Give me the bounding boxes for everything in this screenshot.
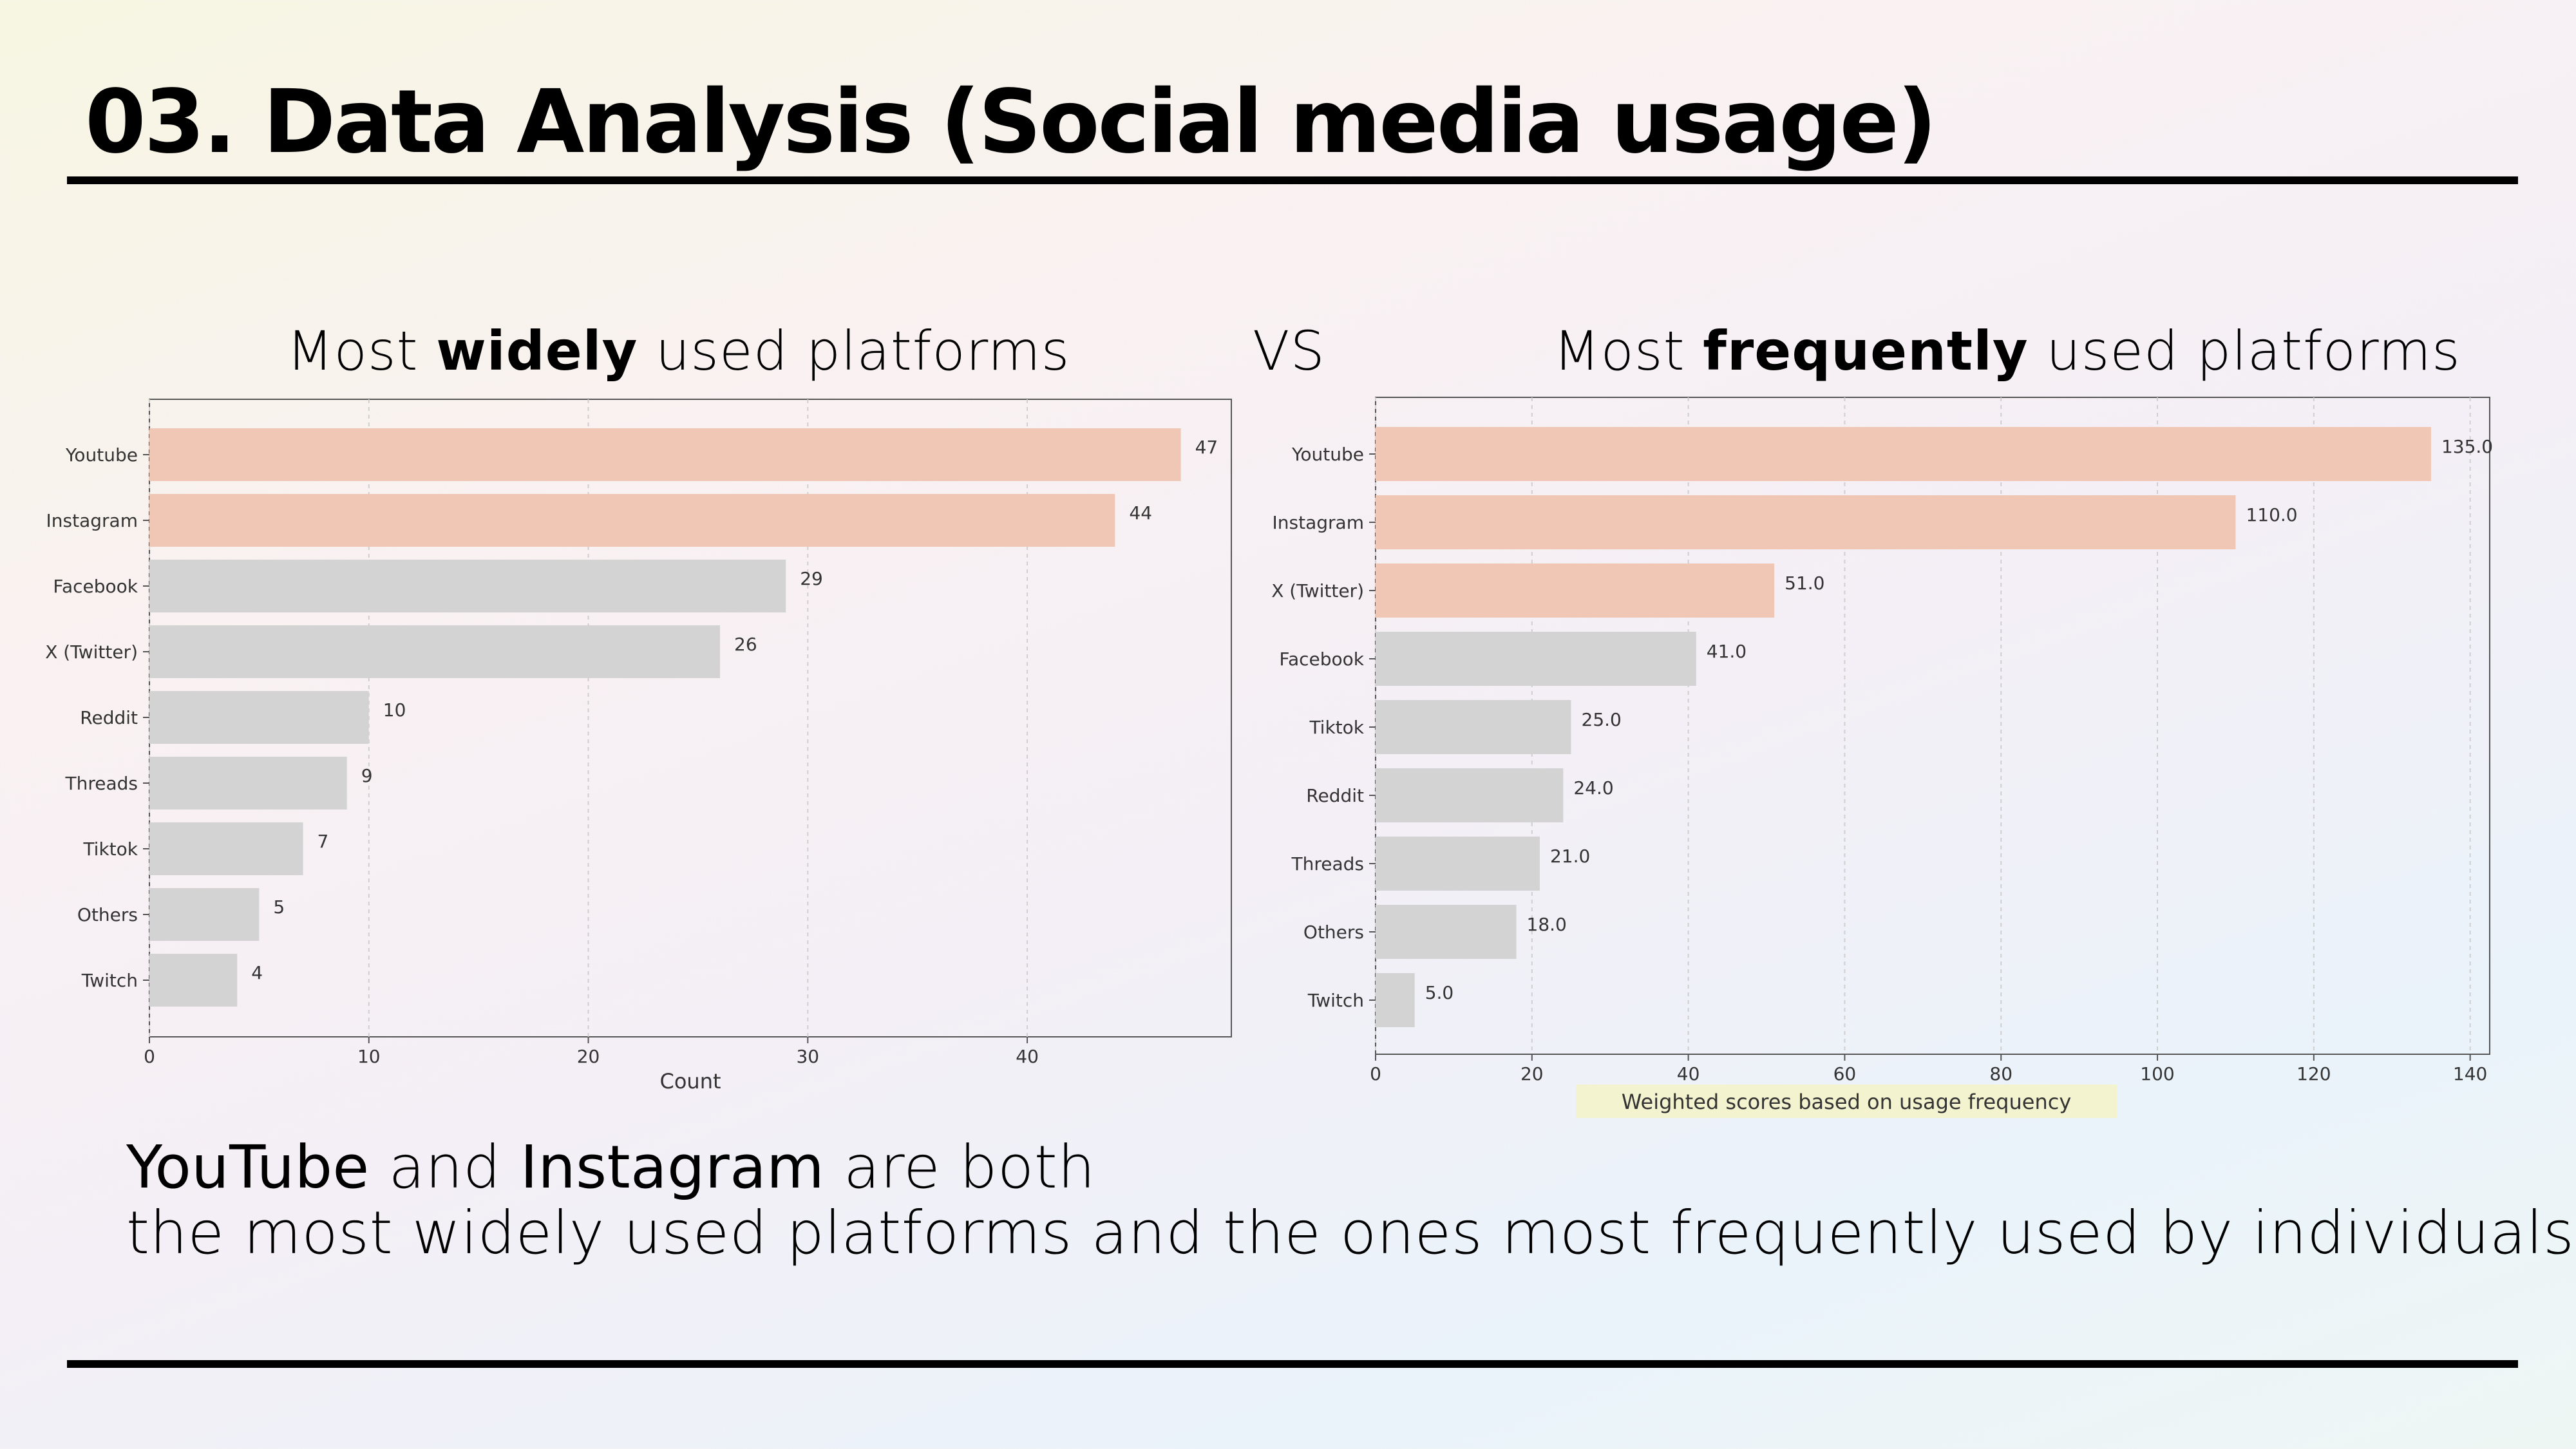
right-category-label: Reddit xyxy=(1306,785,1364,806)
left-value-label: 10 xyxy=(383,699,406,721)
left-value-label: 4 xyxy=(251,962,263,983)
left-bar xyxy=(149,888,260,941)
right-bar xyxy=(1376,700,1571,754)
summary-text: YouTube and Instagram are both the most … xyxy=(126,1135,2576,1266)
right-bar xyxy=(1376,905,1517,959)
summary-and: and xyxy=(369,1133,520,1202)
summary-youtube: YouTube xyxy=(126,1133,370,1202)
left-bar xyxy=(149,691,369,744)
left-heading-emphasis: widely xyxy=(436,319,638,383)
left-bar xyxy=(149,757,347,810)
right-category-label: Others xyxy=(1303,922,1364,943)
left-category-label: Youtube xyxy=(65,444,138,466)
summary-line-2: the most widely used platforms and the o… xyxy=(126,1198,2576,1267)
right-heading-emphasis: frequently xyxy=(1703,319,2029,383)
left-value-label: 29 xyxy=(800,568,823,589)
left-bar xyxy=(149,954,238,1007)
left-x-axis-label: Count xyxy=(659,1069,721,1094)
right-bar xyxy=(1376,495,2236,549)
right-bar xyxy=(1376,973,1415,1027)
right-category-label: Twitch xyxy=(1307,990,1364,1011)
left-chart-heading: Most widely used platforms xyxy=(287,316,1070,386)
summary-instagram: Instagram xyxy=(520,1133,825,1202)
right-category-label: Facebook xyxy=(1279,649,1364,670)
left-heading-prefix: Most xyxy=(287,319,437,383)
left-x-tick-label: 0 xyxy=(144,1046,155,1067)
right-bar xyxy=(1376,427,2431,481)
left-category-label: Facebook xyxy=(53,576,138,597)
left-value-label: 7 xyxy=(317,831,329,852)
right-value-label: 135.0 xyxy=(2441,436,2493,457)
left-x-tick-label: 30 xyxy=(796,1046,819,1067)
right-heading-prefix: Most xyxy=(1553,319,1703,383)
right-category-label: Youtube xyxy=(1291,444,1364,465)
right-x-tick-label: 140 xyxy=(2453,1063,2487,1084)
left-value-label: 44 xyxy=(1129,502,1152,524)
right-value-label: 24.0 xyxy=(1573,777,1613,799)
right-value-label: 18.0 xyxy=(1527,914,1567,935)
right-heading-suffix: used platforms xyxy=(2028,319,2461,383)
right-value-label: 41.0 xyxy=(1707,641,1747,662)
right-category-label: Threads xyxy=(1291,853,1365,875)
bottom-divider xyxy=(67,1360,2518,1368)
left-x-tick-label: 10 xyxy=(357,1046,381,1067)
page-title: 03. Data Analysis (Social media usage) xyxy=(85,71,1937,173)
right-x-tick-label: 100 xyxy=(2140,1063,2174,1084)
left-bar xyxy=(149,625,721,678)
right-bar xyxy=(1376,837,1540,891)
right-value-label: 25.0 xyxy=(1582,709,1622,730)
right-bar xyxy=(1376,632,1696,686)
left-value-label: 5 xyxy=(273,896,285,918)
right-x-tick-label: 120 xyxy=(2297,1063,2331,1084)
left-category-label: Twitch xyxy=(81,970,138,991)
left-category-label: Threads xyxy=(65,773,138,794)
right-x-tick-label: 20 xyxy=(1520,1063,1544,1084)
right-xlabel-highlight xyxy=(1576,1084,2117,1118)
right-category-label: Instagram xyxy=(1273,512,1364,533)
right-value-label: 110.0 xyxy=(2246,504,2297,526)
right-x-tick-label: 60 xyxy=(1833,1063,1857,1084)
vs-label: VS xyxy=(1253,319,1325,383)
left-bar xyxy=(149,428,1181,481)
right-category-label: Tiktok xyxy=(1309,717,1364,738)
right-value-label: 21.0 xyxy=(1550,846,1590,867)
right-bar xyxy=(1376,564,1775,618)
left-category-label: X (Twitter) xyxy=(45,641,138,663)
right-x-tick-label: 0 xyxy=(1370,1063,1381,1084)
right-value-label: 51.0 xyxy=(1785,573,1824,594)
left-category-label: Instagram xyxy=(46,510,138,531)
left-x-tick-label: 20 xyxy=(577,1046,600,1067)
title-divider xyxy=(67,176,2518,184)
right-x-axis-label: Weighted scores based on usage frequency xyxy=(1622,1090,2072,1114)
left-bar xyxy=(149,822,303,875)
left-category-label: Reddit xyxy=(80,707,138,728)
right-chart-heading: Most frequently used platforms xyxy=(1553,316,2461,386)
left-bar xyxy=(149,560,786,612)
right-bar xyxy=(1376,768,1564,822)
right-x-tick-label: 40 xyxy=(1677,1063,1700,1084)
right-value-label: 5.0 xyxy=(1425,982,1454,1003)
left-heading-suffix: used platforms xyxy=(638,319,1070,383)
summary-are-both: are both xyxy=(824,1133,1096,1202)
left-x-tick-label: 40 xyxy=(1016,1046,1039,1067)
left-value-label: 47 xyxy=(1195,437,1218,458)
summary-line-1: YouTube and Instagram are both xyxy=(126,1135,2576,1200)
left-value-label: 9 xyxy=(361,765,373,786)
right-x-tick-label: 80 xyxy=(1989,1063,2012,1084)
left-category-label: Others xyxy=(77,904,138,925)
right-category-label: X (Twitter) xyxy=(1271,580,1364,601)
left-bar xyxy=(149,494,1115,547)
left-category-label: Tiktok xyxy=(82,838,138,860)
left-value-label: 26 xyxy=(734,634,757,655)
